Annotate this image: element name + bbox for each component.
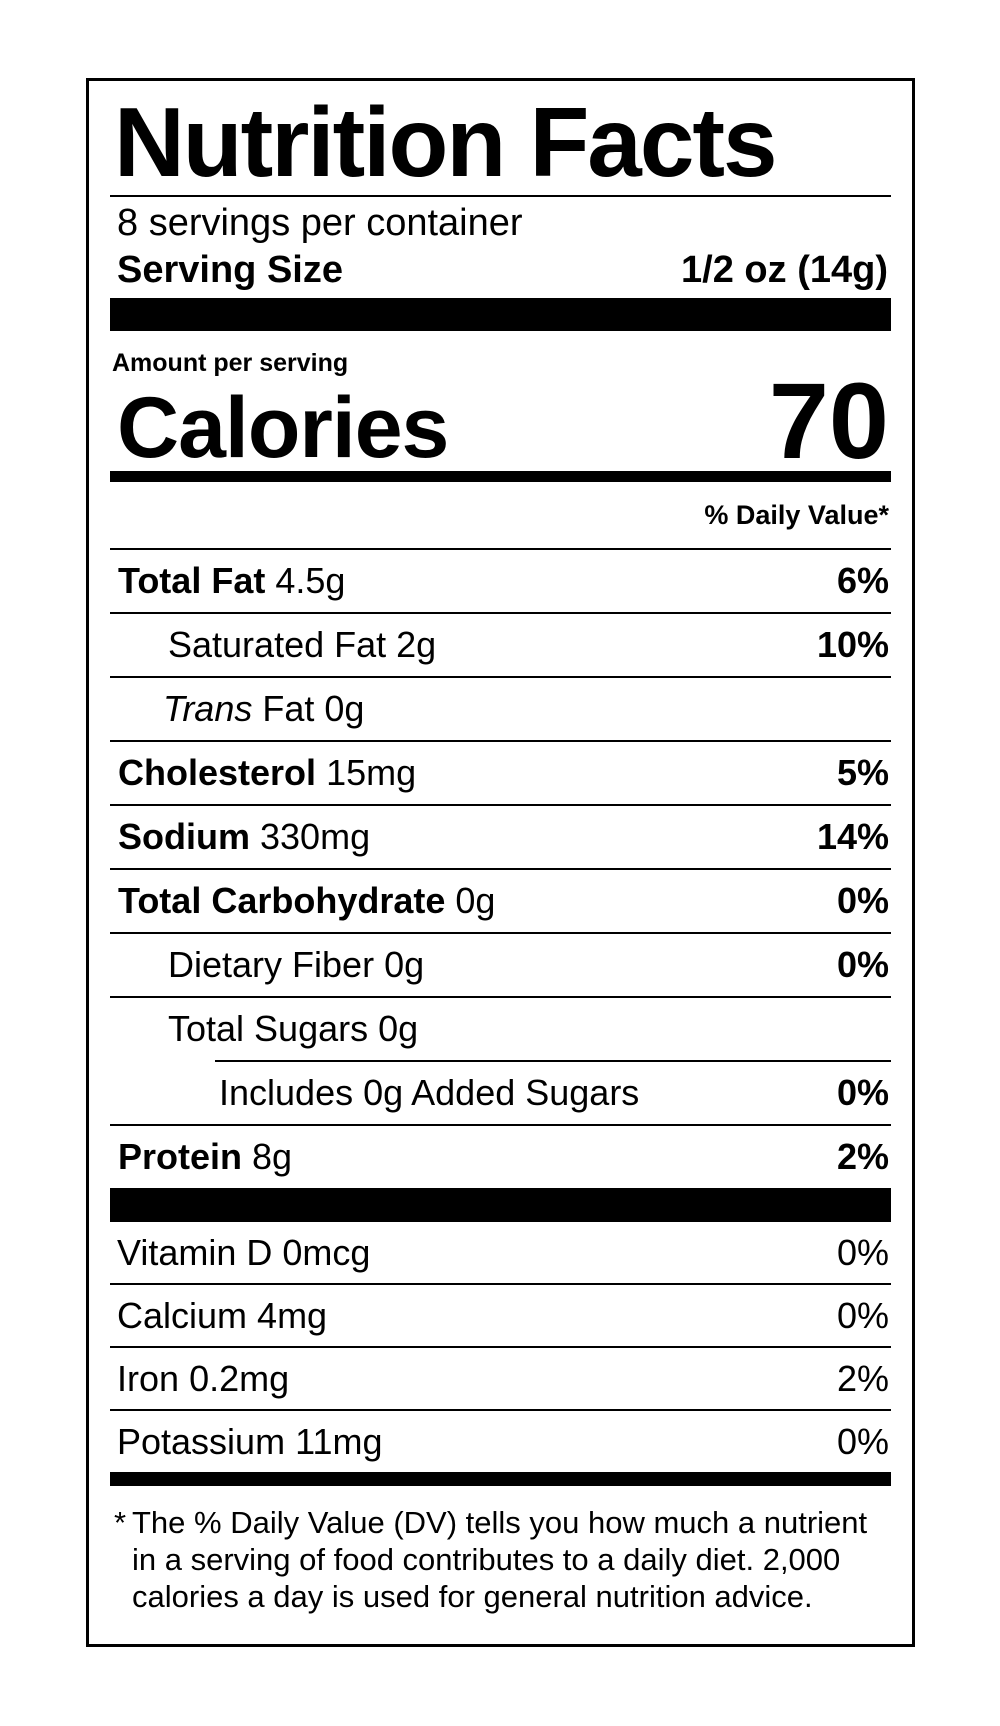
nutrient-amount: 0g (455, 880, 496, 921)
daily-value: 0% (836, 944, 889, 985)
nutrient-label: Total Carbohydrate 0g (118, 880, 495, 922)
nutrient-amount: 15mg (326, 752, 417, 793)
vitamin-label: Calcium 4mg (117, 1295, 327, 1337)
nutrient-row: Total Fat 4.5g 6% (110, 548, 891, 612)
daily-value: 2% (836, 1136, 889, 1177)
calories: Calories 70 (110, 367, 891, 476)
thick-bar (110, 298, 891, 331)
nutrient-amount: 2g (396, 624, 437, 665)
nutrient-amount: 330mg (260, 816, 371, 857)
nutrient-amount: 0g (378, 1008, 419, 1049)
daily-value: 5% (836, 752, 889, 793)
vitamin-name: Potassium (117, 1420, 286, 1462)
servings: 8 servings per container (117, 202, 523, 244)
nutrient-name: Cholesterol (118, 752, 317, 793)
title: Nutrition Facts (114, 87, 777, 197)
nutrient-row: Cholesterol 15mg 5% (110, 740, 891, 804)
daily-value: 6% (836, 560, 889, 601)
nutrient-amount: 8g (252, 1136, 293, 1177)
nutrient-name: Total Sugars (168, 1008, 369, 1049)
nutrient-name: Total Fat (118, 560, 266, 601)
vitamin-amount: 0mcg (282, 1231, 371, 1273)
serving-size: Serving Size 1/2 oz (14g) (110, 242, 891, 298)
amount-per-serving: Amount per serving (112, 349, 349, 377)
nutrient-amount: 0g (384, 944, 425, 985)
nutrients: Total Fat 4.5g 6% Saturated Fat 2g 10% Trans… (110, 548, 891, 1188)
nutrient-row: Includes 0g Added Sugars 0% (215, 1060, 891, 1124)
daily-value: 10% (816, 624, 889, 665)
footnote-text: The % Daily Value (DV) tells you how muc… (132, 1505, 868, 1614)
vitamin-row: Potassium 11mg 0% (110, 1409, 891, 1472)
nutrient-amount: 0g (324, 688, 365, 729)
thick-bar (110, 1188, 891, 1222)
vitamin-row: Vitamin D 0mcg 0% (110, 1222, 891, 1283)
nutrient-prefix: Trans (163, 688, 253, 729)
nutrient-label: Trans Fat 0g (163, 688, 364, 730)
vitamin-name: Iron (117, 1357, 180, 1399)
vitamin-amount: 11mg (295, 1420, 383, 1462)
nutrient-label: Total Sugars 0g (168, 1008, 418, 1050)
nutrient-row: Total Carbohydrate 0g 0% (110, 868, 891, 932)
vitamin-label: Potassium 11mg (117, 1421, 382, 1463)
daily-value: 0% (836, 880, 889, 921)
vitamin-amount: 0.2mg (189, 1357, 290, 1399)
calories-label: Calories (117, 380, 449, 476)
nutrient-row: Saturated Fat 2g 10% (110, 612, 891, 676)
nutrient-label: Saturated Fat 2g (168, 624, 436, 666)
vitamin-name: Vitamin D (117, 1231, 273, 1273)
serving-size-label: Serving Size (117, 248, 343, 291)
nutrient-label: Cholesterol 15mg (118, 752, 416, 794)
vitamin-name: Calcium (117, 1294, 248, 1336)
footnote-marker: * (114, 1505, 127, 1540)
serving-size-value: 1/2 oz (14g) (681, 248, 888, 291)
daily-value: 14% (816, 816, 889, 857)
nutrient-name: Saturated Fat (168, 624, 387, 665)
nutrient-row: Dietary Fiber 0g 0% (110, 932, 891, 996)
nutrient-row: Total Sugars 0g (110, 996, 891, 1060)
nutrient-name: Sodium (118, 816, 250, 857)
nutrition-label: Nutrition Facts 8 servings per container… (86, 78, 915, 1647)
nutrient-amount: 4.5g (275, 560, 346, 601)
vitamin-label: Iron 0.2mg (117, 1358, 289, 1400)
daily-value: 0% (836, 1294, 889, 1336)
nutrient-label: Includes 0g Added Sugars (219, 1072, 639, 1114)
footnote: * The % Daily Value (DV) tells you how m… (110, 1486, 891, 1615)
vitamin-amount: 4mg (257, 1294, 328, 1336)
daily-value: 2% (836, 1357, 889, 1399)
rule (110, 195, 891, 197)
nutrient-label: Protein 8g (118, 1136, 292, 1178)
daily-value: 0% (836, 1420, 889, 1462)
nutrient-label: Sodium 330mg (118, 816, 370, 858)
nutrient-name: Dietary Fiber (168, 944, 375, 985)
vitamin-label: Vitamin D 0mcg (117, 1232, 370, 1274)
vitamin-row: Calcium 4mg 0% (110, 1283, 891, 1346)
daily-value: 0% (836, 1072, 889, 1113)
nutrient-label: Dietary Fiber 0g (168, 944, 424, 986)
nutrient-row: Protein 8g 2% (110, 1124, 891, 1188)
vitamin-row: Iron 0.2mg 2% (110, 1346, 891, 1409)
nutrient-name: Total Carbohydrate (118, 880, 446, 921)
nutrient-row: Sodium 330mg 14% (110, 804, 891, 868)
bar (110, 1472, 891, 1486)
bar (110, 471, 891, 482)
nutrient-row: Trans Fat 0g (110, 676, 891, 740)
nutrient-label: Total Fat 4.5g (118, 560, 345, 602)
nutrient-name: Fat (262, 688, 315, 729)
nutrient-name: Protein (118, 1136, 243, 1177)
nutrient-name: Includes 0g Added Sugars (219, 1072, 640, 1113)
vitamins: Vitamin D 0mcg 0% Calcium 4mg 0% Iron 0.2mg 2… (110, 1222, 891, 1472)
calories-value: 70 (768, 360, 889, 481)
daily-value: 0% (836, 1231, 889, 1273)
dv-header: % Daily Value* (704, 499, 889, 530)
